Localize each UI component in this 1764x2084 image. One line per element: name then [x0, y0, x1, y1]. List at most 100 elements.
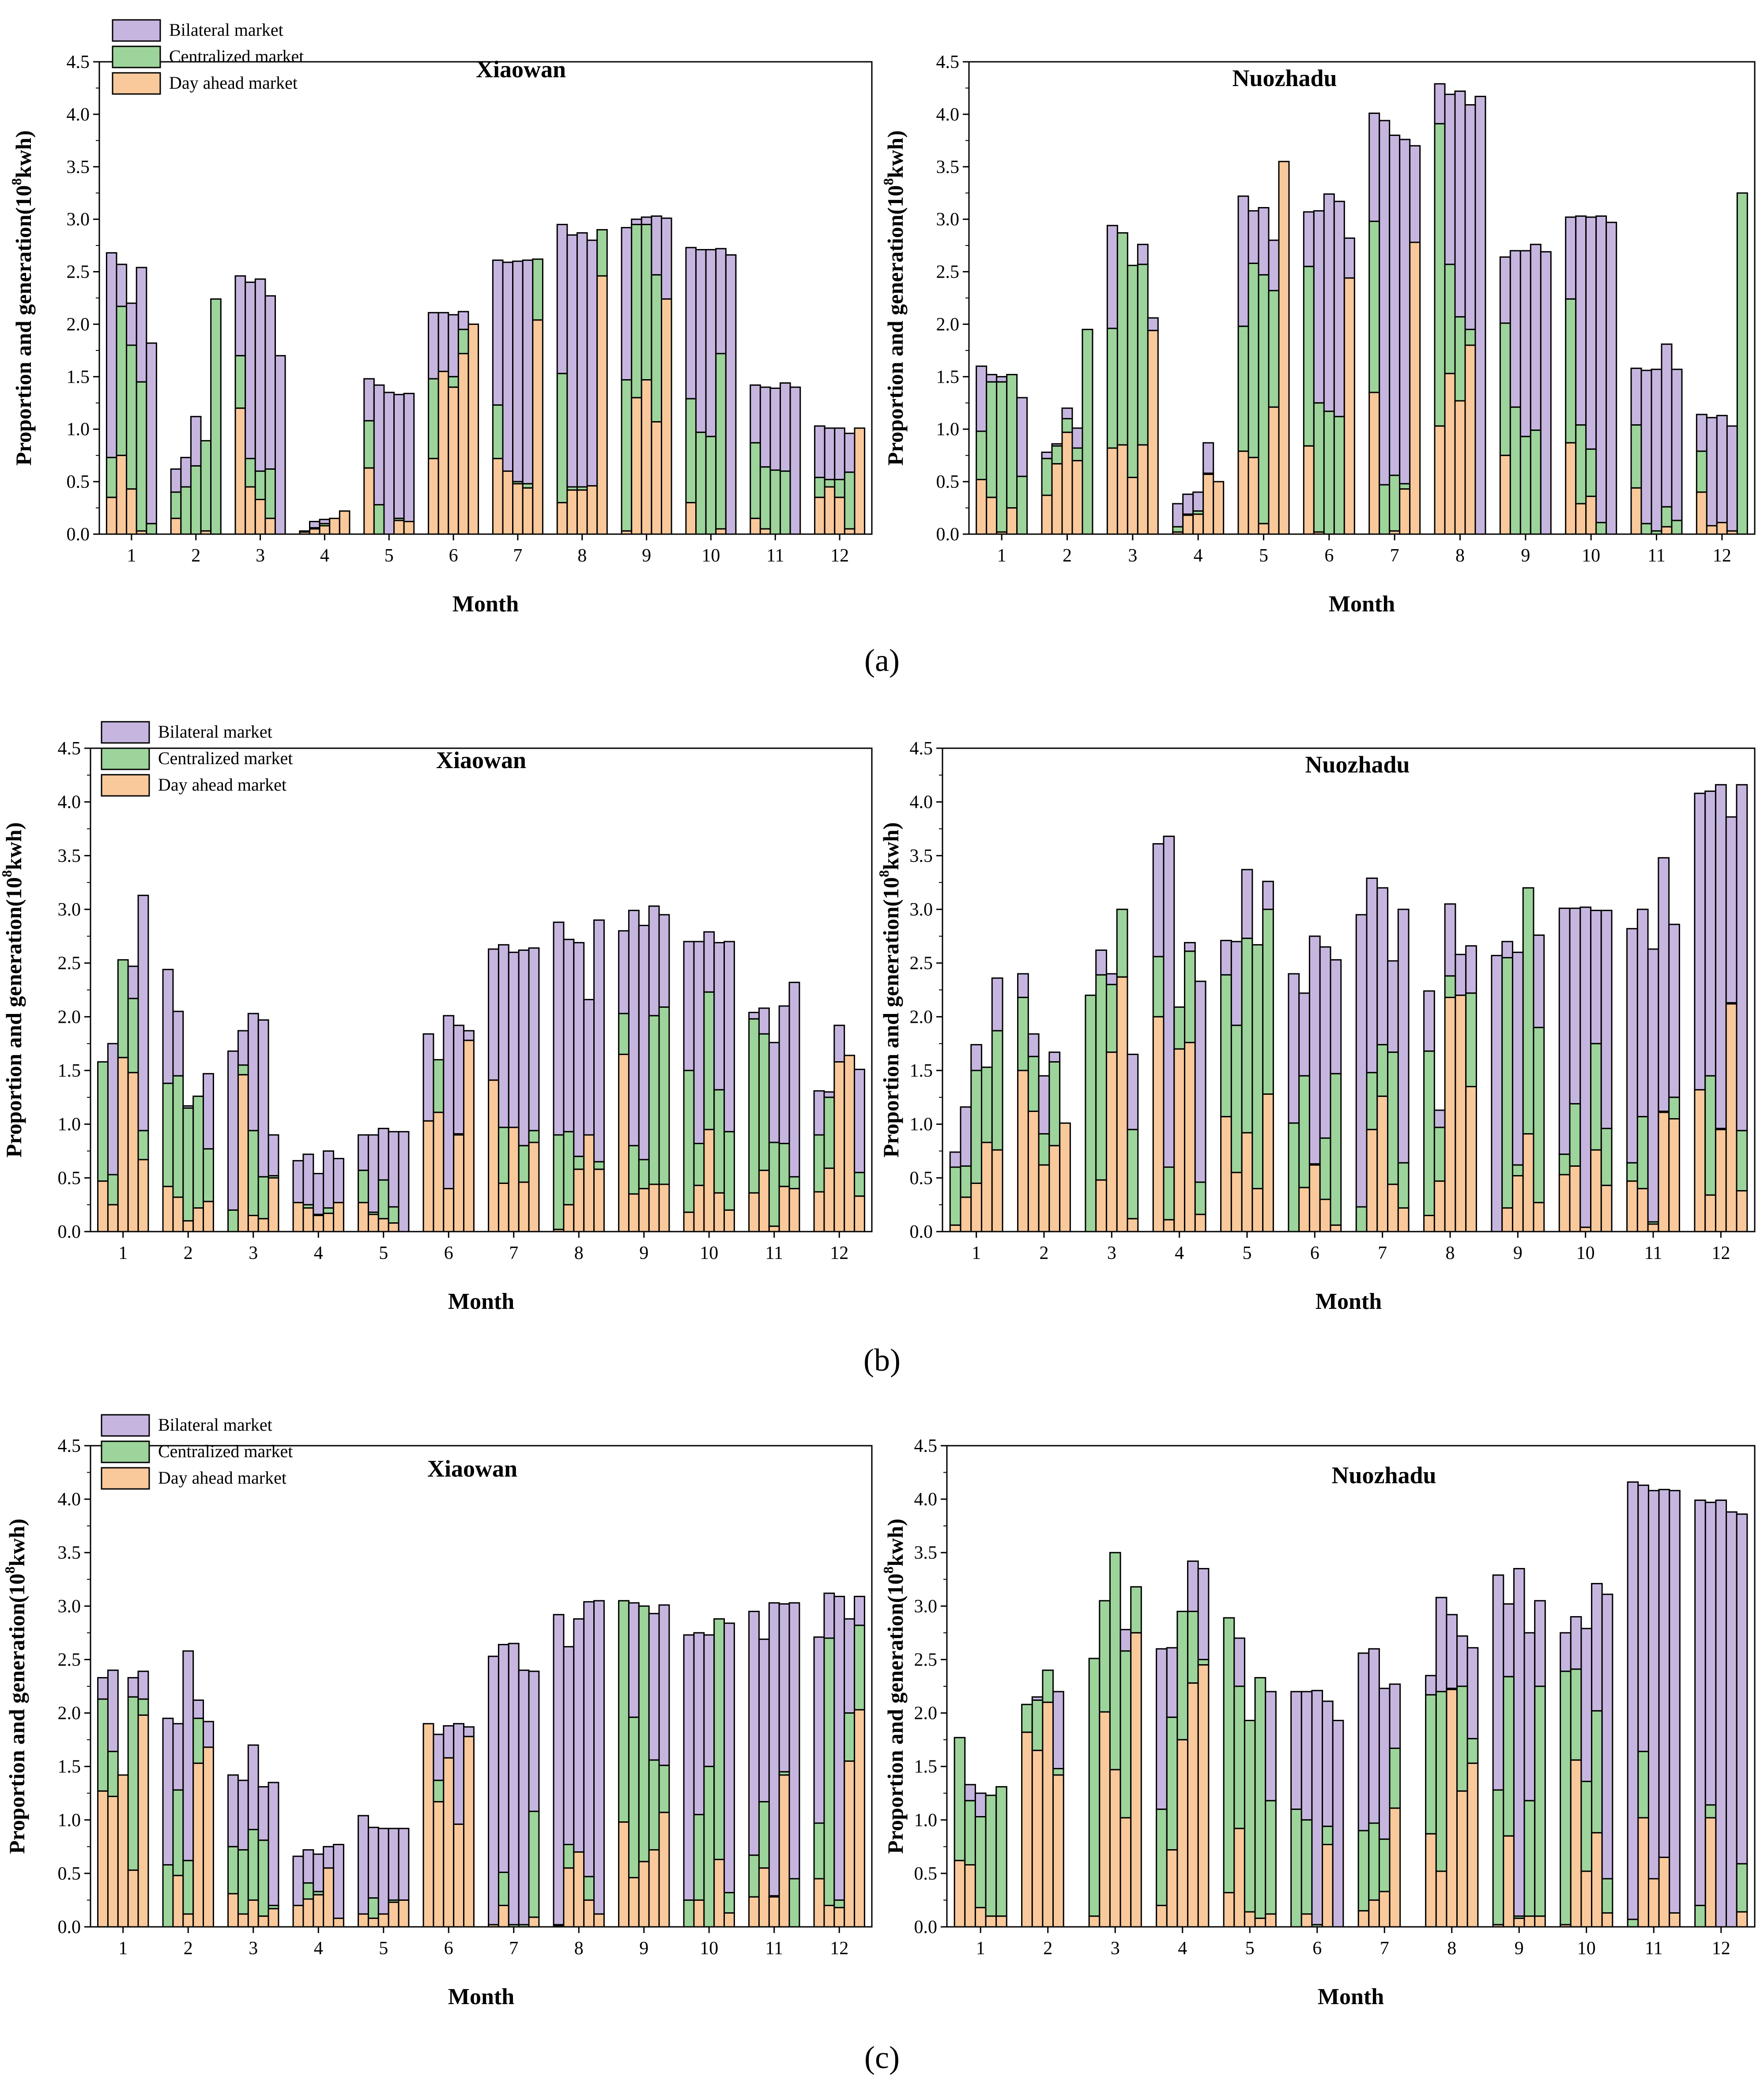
centralized-segment — [960, 1165, 972, 1198]
y-tick-label: 0.5 — [58, 1168, 81, 1188]
y-tick-label: 2.5 — [58, 953, 81, 974]
day-ahead-segment — [648, 1183, 660, 1232]
x-tick-label: 10 — [1576, 1243, 1595, 1263]
bar-month-7-4 — [522, 259, 534, 535]
bilateral-segment — [1048, 1051, 1061, 1063]
day-ahead-segment — [323, 1213, 335, 1232]
day-ahead-segment — [1262, 1093, 1274, 1232]
bar-month-8-4 — [1456, 1635, 1468, 1928]
day-ahead-segment — [172, 1875, 184, 1928]
day-ahead-segment — [748, 1896, 760, 1928]
bar-month-4-2 — [309, 520, 320, 535]
bar-month-7-1 — [1357, 1652, 1370, 1928]
day-ahead-segment — [1088, 1915, 1101, 1928]
y-tick-label: 1.5 — [58, 1757, 81, 1777]
bar-month-4-5 — [1213, 481, 1225, 535]
bilateral-segment — [748, 1610, 760, 1856]
day-ahead-segment — [512, 483, 524, 535]
bilateral-segment — [302, 1153, 314, 1206]
bar-month-9-4 — [1530, 244, 1542, 535]
day-ahead-segment — [488, 1079, 499, 1232]
day-ahead-segment — [1399, 488, 1411, 535]
y-tick-label: 2.0 — [914, 1703, 938, 1724]
day-ahead-segment — [1378, 1891, 1391, 1928]
day-ahead-segment — [1423, 1215, 1435, 1232]
y-axis-label-part: kwh) — [1, 822, 26, 870]
x-tick-label: 11 — [766, 546, 784, 566]
day-ahead-segment — [1278, 161, 1290, 535]
day-ahead-segment — [1704, 1194, 1716, 1232]
day-ahead-segment — [715, 528, 727, 535]
legend-swatch — [101, 1467, 150, 1490]
y-axis-label: Proportion and generation(108kwh) — [876, 822, 903, 1158]
day-ahead-segment — [339, 510, 351, 535]
bilateral-segment — [116, 264, 128, 307]
legend-swatch — [112, 45, 161, 68]
y-axis-label: Proportion and generation(108kwh) — [0, 822, 26, 1158]
legend-swatch — [112, 72, 161, 95]
bilateral-segment — [313, 1853, 324, 1892]
y-tick-label: 2.5 — [910, 953, 933, 974]
bar-month-1-3 — [117, 959, 129, 1232]
bar-month-7-4 — [518, 1669, 530, 1928]
bar-month-6-1 — [1288, 973, 1300, 1232]
bilateral-segment — [750, 384, 761, 444]
bilateral-segment — [814, 425, 825, 479]
bar-month-6-4 — [453, 1025, 465, 1232]
centralized-segment — [1333, 416, 1345, 535]
bar-month-10-5 — [724, 1622, 735, 1928]
day-ahead-segment — [403, 520, 415, 535]
x-tick-label: 7 — [1380, 1938, 1389, 1959]
chart-title: Nuozhadu — [1232, 65, 1337, 91]
day-ahead-segment — [1694, 1089, 1706, 1232]
y-tick-label: 0.0 — [936, 524, 960, 545]
bar-month-6-2 — [1300, 1691, 1313, 1928]
bar-month-6-4 — [1319, 946, 1331, 1232]
bilateral-segment — [660, 217, 672, 300]
centralized-segment — [170, 491, 182, 519]
bar-month-10-4 — [713, 1618, 725, 1928]
day-ahead-segment — [618, 1054, 629, 1232]
centralized-segment — [528, 1810, 540, 1918]
centralized-segment — [264, 468, 276, 519]
chart-title: Xiaowan — [436, 747, 526, 773]
day-ahead-segment — [467, 323, 479, 535]
bilateral-segment — [593, 1600, 605, 1915]
bilateral-segment — [1694, 1500, 1706, 1907]
day-ahead-segment — [1156, 1905, 1168, 1928]
centralized-segment — [596, 229, 608, 277]
y-tick-label: 3.5 — [910, 846, 933, 866]
bar-month-9-2 — [1503, 1603, 1515, 1928]
centralized-segment — [1591, 1710, 1603, 1834]
centralized-segment — [1389, 475, 1401, 532]
x-tick-label: 5 — [384, 546, 394, 566]
day-ahead-segment — [1192, 513, 1204, 535]
day-ahead-segment — [323, 1867, 335, 1928]
centralized-segment — [768, 1142, 780, 1227]
day-ahead-segment — [502, 470, 514, 535]
x-tick-label: 7 — [513, 546, 522, 566]
centralized-segment — [492, 404, 504, 460]
bar-month-9-4 — [1522, 887, 1534, 1232]
day-ahead-segment — [1715, 1129, 1727, 1232]
centralized-segment — [1088, 1658, 1101, 1917]
day-ahead-segment — [1661, 526, 1673, 535]
day-ahead-segment — [823, 1905, 835, 1928]
bar-month-8-2 — [566, 234, 578, 535]
bilateral-segment — [367, 1134, 379, 1213]
x-tick-label: 10 — [700, 1243, 718, 1263]
day-ahead-segment — [1248, 456, 1259, 535]
day-ahead-segment — [641, 379, 652, 535]
centralized-segment — [1268, 290, 1280, 408]
bar-month-6-3 — [443, 1725, 455, 1928]
y-tick-label: 0.0 — [910, 1222, 933, 1242]
bilateral-segment — [323, 1150, 335, 1209]
day-ahead-segment — [518, 1181, 530, 1232]
bar-month-12-1 — [813, 1636, 825, 1928]
day-ahead-segment — [1368, 1899, 1380, 1928]
x-tick-label: 11 — [1644, 1243, 1662, 1263]
day-ahead-segment — [996, 531, 1008, 535]
centralized-segment — [107, 1751, 119, 1797]
bilateral-segment — [227, 1050, 239, 1211]
centralized-segment — [1434, 123, 1446, 427]
